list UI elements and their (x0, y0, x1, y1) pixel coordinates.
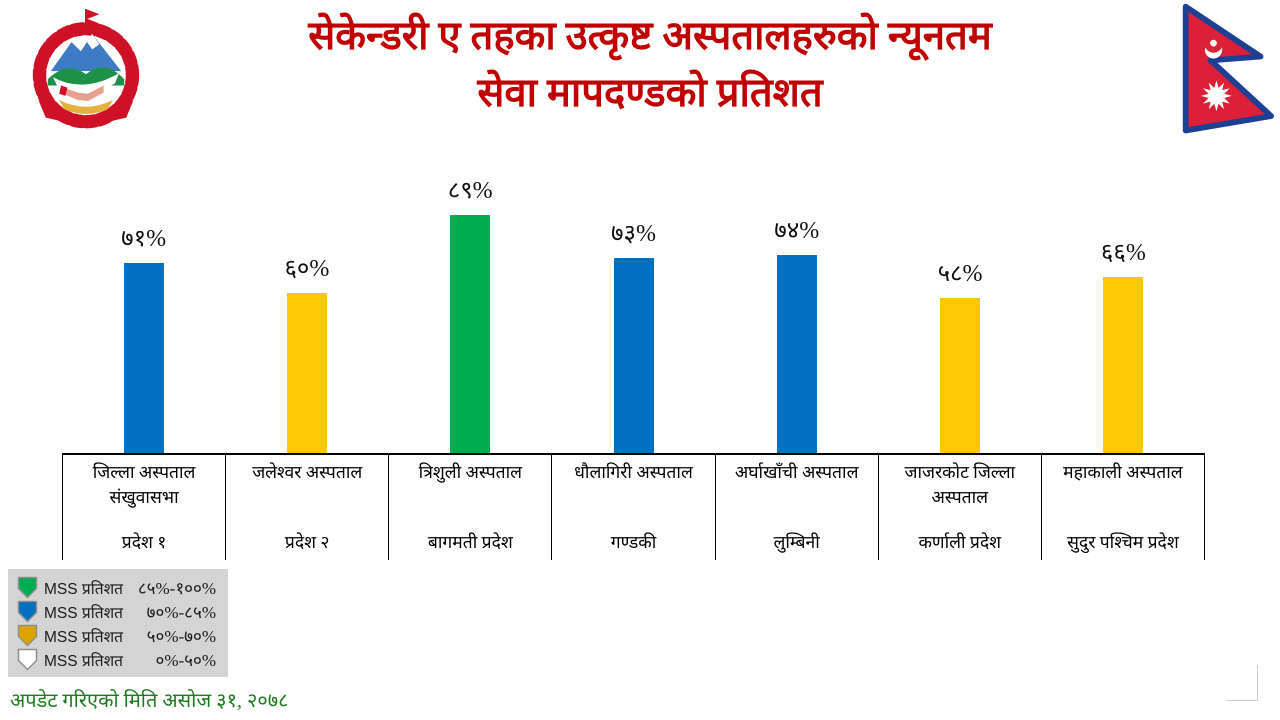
category-table: जिल्ला अस्पताल संखुवासभा प्रदेश १ जलेश्वर … (62, 453, 1205, 560)
legend-range: ७०%-८५% (146, 603, 216, 622)
legend-label: MSS प्रतिशत (44, 604, 123, 622)
flag-graphic (1182, 3, 1274, 134)
legend-label: MSS प्रतिशत (44, 580, 123, 598)
category-cell-5: अर्घाखाँची अस्पताल लुम्बिनी (716, 455, 879, 560)
legend-marker-icon (17, 624, 38, 647)
hospital-name: जिल्ला अस्पताल संखुवासभा (92, 462, 196, 508)
province-name: बागमती प्रदेश (427, 532, 513, 552)
hospital-name: त्रिशुली अस्पताल (418, 462, 523, 482)
hospital-name: जाजरकोट जिल्ला अस्पताल (904, 462, 1016, 508)
legend-range: ८५%-१००% (137, 579, 216, 598)
province-name: लुम्बिनी (773, 532, 820, 552)
bar-value-label-5: ७४% (774, 218, 820, 244)
hospital-name: महाकाली अस्पताल (1063, 462, 1183, 482)
legend-item-2: MSS प्रतिशत ७०%-८५% (17, 600, 220, 623)
bar-chart-plot-area: ७१% ६०% ८९% ७३% ७४% ५८% ६६% (62, 170, 1205, 453)
bar-7 (1103, 277, 1144, 453)
bar-value-label-7: ६६% (1100, 240, 1146, 266)
slide-title-line2: सेवा मापदण्डको प्रतिशत (477, 69, 823, 115)
legend-item-4: MSS प्रतिशत ०%-५०% (17, 648, 220, 671)
slide-number-placeholder (1227, 665, 1258, 701)
bar-3 (450, 215, 491, 453)
bar-1 (123, 263, 164, 453)
bar-value-label-4: ७३% (611, 221, 656, 247)
category-cell-1: जिल्ला अस्पताल संखुवासभा प्रदेश १ (62, 455, 227, 560)
legend-item-1: MSS प्रतिशत ८५%-१००% (17, 576, 220, 599)
legend-range: ५०%-७०% (146, 627, 216, 646)
bar-5 (776, 255, 817, 453)
legend-range: ०%-५०% (155, 651, 216, 670)
update-date-text: अपडेट गरिएको मिति असोज ३१, २०७८ (10, 690, 289, 712)
hospital-name: धौलागिरी अस्पताल (574, 462, 693, 482)
nepal-flag-icon (1178, 0, 1274, 140)
nepal-government-emblem-logo (24, 6, 148, 132)
category-cell-7: महाकाली अस्पताल सुदुर पश्चिम प्रदेश (1042, 455, 1205, 560)
chart-legend: MSS प्रतिशत ८५%-१००% MSS प्रतिशत ७०%-८५% MSS… (8, 569, 228, 677)
bar-4 (613, 258, 654, 453)
category-cell-2: जलेश्वर अस्पताल प्रदेश २ (226, 455, 390, 560)
hospital-name: अर्घाखाँची अस्पताल (734, 462, 859, 482)
province-name: प्रदेश १ (121, 532, 167, 552)
emblem-graphic (32, 9, 140, 129)
province-name: कर्णाली प्रदेश (918, 532, 1002, 552)
legend-marker-icon (17, 576, 38, 599)
province-name: सुदुर पश्चिम प्रदेश (1067, 532, 1179, 552)
bar-value-label-2: ६०% (284, 256, 330, 282)
legend-label: MSS प्रतिशत (44, 628, 123, 646)
legend-marker-icon (17, 600, 38, 623)
province-name: गण्डकी (610, 532, 657, 552)
category-cell-6: जाजरकोट जिल्ला अस्पताल कर्णाली प्रदेश (879, 455, 1042, 560)
category-cell-4: धौलागिरी अस्पताल गण्डकी (552, 455, 716, 560)
bar-value-label-3: ८९% (447, 178, 493, 204)
legend-marker-icon (17, 648, 38, 671)
legend-label: MSS प्रतिशत (44, 652, 123, 670)
province-name: प्रदेश २ (284, 532, 330, 552)
bar-value-label-1: ७१% (121, 226, 167, 252)
bar-2 (286, 293, 327, 453)
legend-item-3: MSS प्रतिशत ५०%-७०% (17, 624, 220, 647)
category-cell-3: त्रिशुली अस्पताल बागमती प्रदेश (389, 455, 553, 560)
bar-value-label-6: ५८% (937, 261, 983, 287)
bar-6 (940, 298, 981, 453)
slide-title: सेकेन्डरी ए तहका उत्कृष्ट अस्पतालहरुको न… (165, 8, 1135, 122)
hospital-name: जलेश्वर अस्पताल (252, 462, 363, 482)
slide-title-line1: सेकेन्डरी ए तहका उत्कृष्ट अस्पतालहरुको न… (308, 13, 992, 58)
